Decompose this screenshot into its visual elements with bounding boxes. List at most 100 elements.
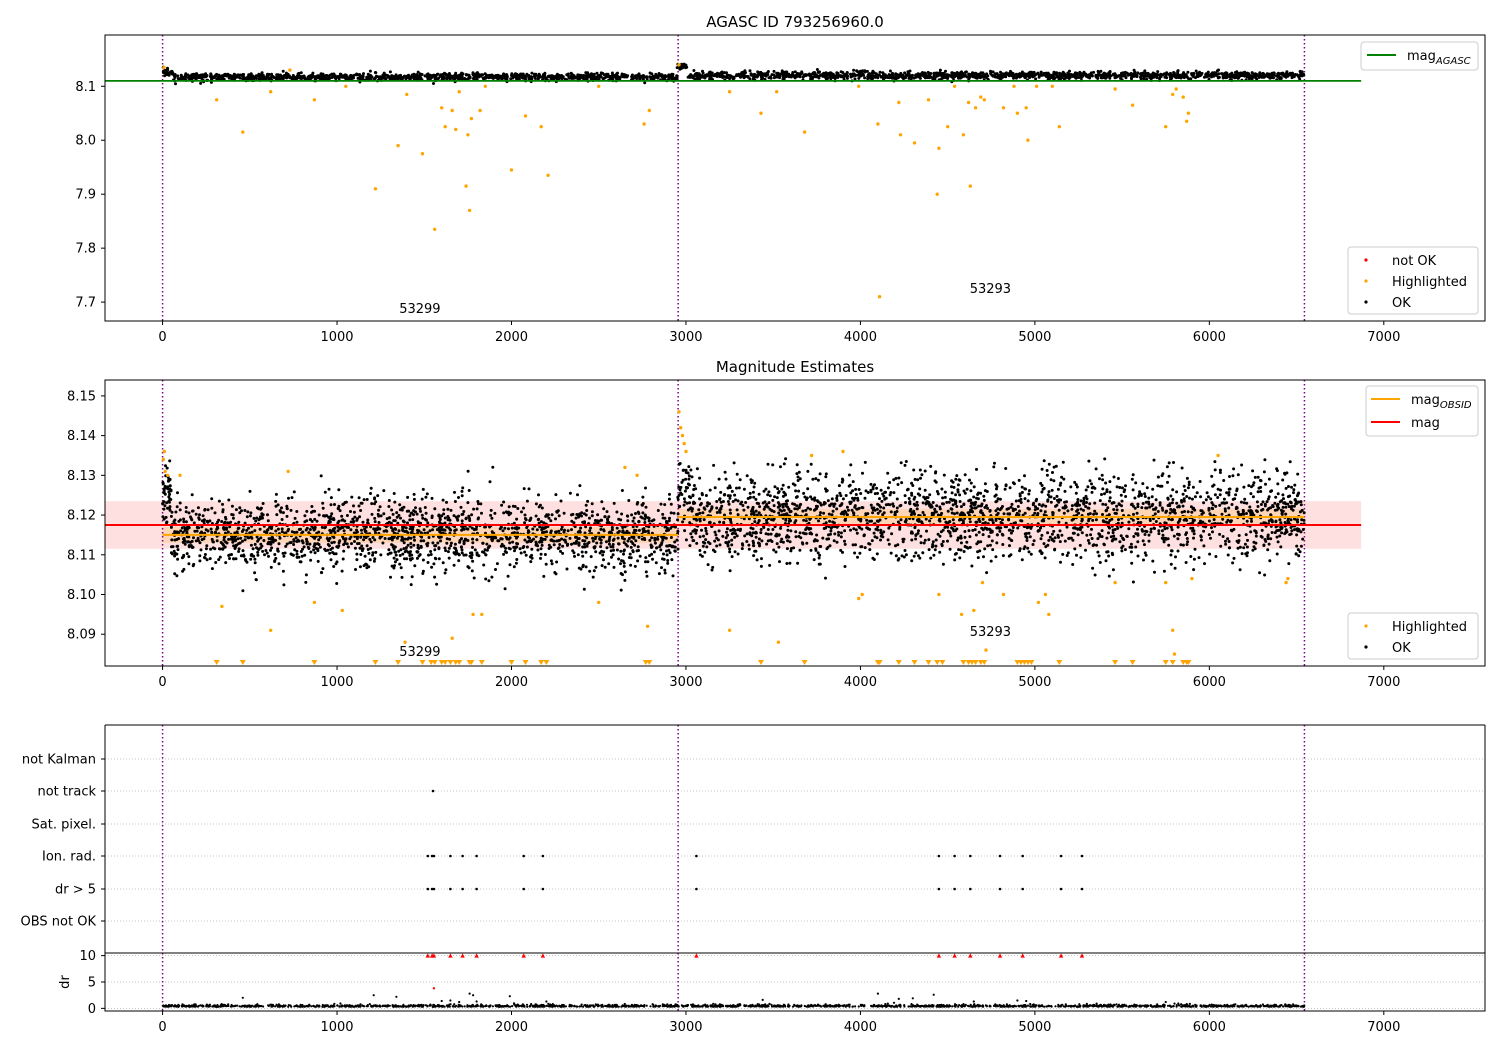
x-tick-label: 1000	[320, 330, 353, 345]
data-point	[518, 75, 522, 79]
data-point	[1230, 71, 1234, 75]
data-point	[305, 509, 309, 513]
data-point	[470, 569, 474, 573]
data-point	[431, 541, 435, 545]
data-point	[216, 526, 220, 530]
data-point	[167, 506, 171, 510]
data-point	[166, 68, 170, 72]
data-point	[304, 573, 308, 577]
data-point	[1120, 73, 1123, 77]
data-point	[193, 75, 197, 79]
data-point	[267, 554, 270, 558]
data-point	[475, 551, 479, 555]
y-tick-label: 7.9	[75, 188, 96, 203]
data-point	[611, 553, 615, 557]
data-point	[175, 552, 179, 556]
data-point	[854, 487, 858, 491]
data-point	[1047, 73, 1051, 77]
data-point	[665, 544, 669, 548]
data-point	[192, 521, 196, 525]
data-point	[676, 547, 680, 551]
data-point	[429, 550, 433, 553]
data-point	[926, 70, 930, 74]
x-tick-label: 0	[158, 330, 166, 345]
data-point	[748, 69, 752, 73]
data-point	[342, 543, 346, 547]
data-point	[658, 545, 662, 549]
data-point	[443, 546, 447, 550]
data-point	[950, 507, 954, 511]
data-point	[503, 73, 507, 77]
data-point	[832, 539, 836, 543]
data-point	[651, 557, 654, 561]
data-point	[236, 537, 240, 541]
data-point	[595, 71, 599, 75]
data-point	[312, 98, 317, 102]
data-point	[577, 566, 581, 570]
data-point	[644, 570, 648, 574]
data-point	[591, 536, 595, 540]
data-point	[748, 77, 752, 81]
data-point	[421, 487, 425, 491]
data-point	[234, 545, 237, 549]
data-point	[276, 527, 280, 531]
data-point	[718, 520, 722, 524]
data-point	[471, 541, 475, 545]
data-point	[430, 516, 434, 520]
data-point	[794, 489, 798, 493]
data-point	[711, 565, 715, 569]
data-point	[1144, 500, 1148, 504]
data-point	[935, 72, 939, 76]
data-point	[674, 76, 678, 80]
data-point	[389, 76, 393, 79]
data-point	[622, 564, 626, 568]
data-point	[650, 72, 654, 76]
data-point	[599, 541, 603, 545]
data-point	[870, 71, 874, 75]
data-point	[814, 73, 818, 77]
data-point	[705, 73, 709, 77]
data-point	[457, 514, 461, 518]
data-point	[811, 75, 815, 79]
data-point	[799, 72, 803, 76]
data-point	[598, 537, 602, 541]
data-point	[676, 518, 680, 522]
data-point	[173, 518, 177, 522]
data-point	[444, 568, 448, 572]
data-point	[217, 499, 221, 503]
data-point	[1076, 498, 1080, 501]
data-point	[175, 505, 179, 509]
data-point	[427, 536, 431, 539]
data-point	[489, 508, 493, 512]
data-point	[781, 505, 785, 509]
data-point	[602, 507, 606, 511]
data-point	[336, 75, 340, 78]
data-point	[961, 133, 966, 137]
data-point	[611, 538, 615, 542]
data-point	[1185, 119, 1189, 124]
data-point	[1185, 75, 1189, 79]
chart-title: AGASC ID 793256960.0	[706, 13, 884, 31]
data-point	[1051, 471, 1054, 474]
data-point	[318, 77, 322, 81]
data-point	[929, 75, 932, 79]
data-point	[629, 563, 633, 567]
data-point	[718, 497, 722, 501]
data-point	[782, 77, 786, 81]
data-point	[994, 555, 998, 559]
data-point	[281, 75, 285, 79]
data-point	[440, 514, 444, 518]
data-point	[979, 95, 983, 99]
data-point	[653, 541, 657, 545]
data-point	[1211, 73, 1215, 77]
data-point	[833, 76, 837, 80]
data-point	[281, 511, 285, 515]
data-point	[1034, 84, 1039, 89]
data-point	[162, 507, 166, 511]
data-point	[176, 544, 180, 548]
data-point	[319, 474, 323, 478]
x-tick-label: 6000	[1193, 330, 1226, 345]
data-point	[447, 526, 451, 530]
data-point	[195, 525, 199, 529]
data-point	[321, 501, 325, 505]
